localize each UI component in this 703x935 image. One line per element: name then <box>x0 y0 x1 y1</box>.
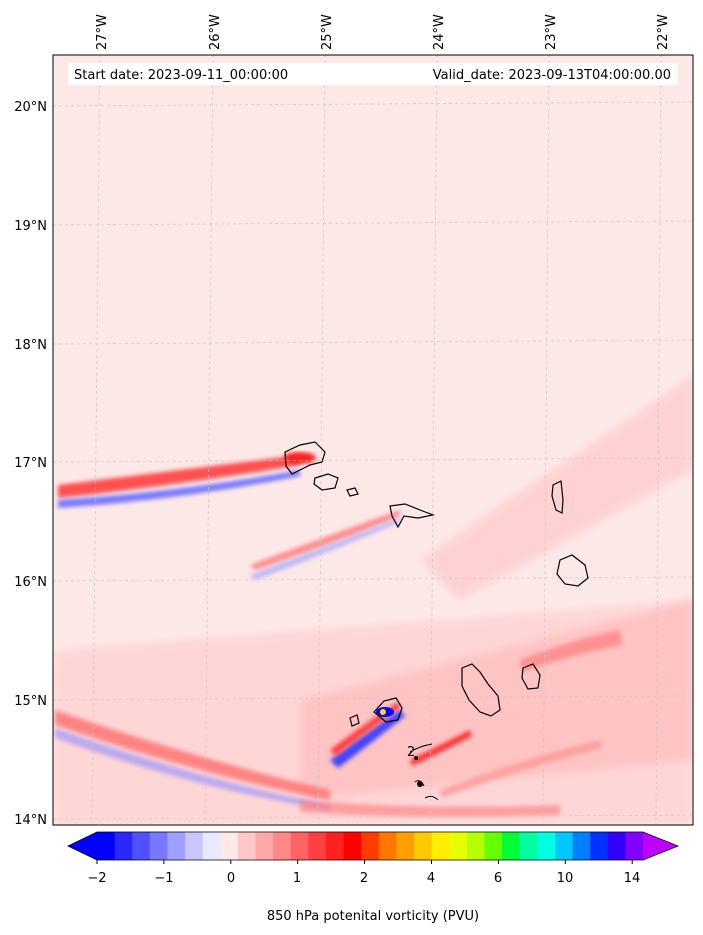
island-santa-luzia <box>346 487 359 497</box>
colorbar-segment <box>572 832 591 860</box>
island-sao-nicolau <box>389 503 436 529</box>
colorbar-segment <box>537 832 556 860</box>
longitude-labels: 27°W 26°W 25°W 24°W 23°W 22°W <box>95 14 671 50</box>
colorbar-segment <box>237 832 257 860</box>
colorbar-segment <box>554 832 574 860</box>
colorbar-tick-label: −2 <box>87 871 106 886</box>
colorbar-min-extend <box>68 832 97 860</box>
colorbar-tick-label: 1 <box>293 871 301 886</box>
colorbar-segment <box>502 832 521 860</box>
colorbar-segment <box>220 832 239 860</box>
colorbar-segment <box>361 832 380 860</box>
island-fogo <box>373 697 403 723</box>
colorbar-segment <box>431 832 450 860</box>
latitude-labels: 20°N 19°N 18°N 17°N 16°N 15°N 14°N <box>14 100 47 828</box>
colorbar-segment <box>484 832 503 860</box>
colorbar-segment <box>185 832 204 860</box>
lon-label: 24°W <box>432 14 447 50</box>
colorbar-tick-label: 6 <box>494 871 502 886</box>
colorbar-segment <box>202 832 221 860</box>
colorbar-tick-label: 10 <box>557 871 574 886</box>
lon-label: 25°W <box>320 14 335 50</box>
colorbar-max-extend <box>643 832 678 860</box>
colorbar-segment <box>325 832 345 860</box>
colorbar-tick-label: 0 <box>227 871 235 886</box>
colorbar-segment <box>466 832 485 860</box>
colorbar-segment <box>607 832 626 860</box>
colorbar-tick-label: 4 <box>427 871 435 886</box>
colorbar-segment <box>167 832 186 860</box>
colorbar-segment <box>308 832 327 860</box>
island-boavista <box>556 554 589 587</box>
lat-label: 20°N <box>14 100 47 115</box>
lat-label: 14°N <box>14 813 47 828</box>
island-maio <box>521 663 541 690</box>
lat-label: 18°N <box>14 338 47 353</box>
vorticity-field <box>53 375 693 825</box>
colorbar <box>67 831 680 864</box>
island-santiago <box>461 663 501 717</box>
colorbar-title: 850 hPa potenital vorticity (PVU) <box>267 909 479 924</box>
lat-label: 15°N <box>14 694 47 709</box>
map-frame <box>52 54 694 826</box>
gridlines <box>53 55 693 825</box>
colorbar-ticks: −2 −1 0 1 2 4 6 10 14 <box>87 871 640 886</box>
lon-label: 27°W <box>95 14 110 50</box>
colorbar-segment <box>97 832 116 860</box>
lat-label: 19°N <box>14 219 47 234</box>
start-date-label: Start date: 2023-09-11_00:00:00 <box>74 68 288 83</box>
lat-label: 16°N <box>14 575 47 590</box>
colorbar-segment <box>414 832 433 860</box>
island-brava <box>349 714 360 727</box>
info-box <box>68 63 678 85</box>
island-santo-antao <box>284 441 326 475</box>
lat-label: 17°N <box>14 456 47 471</box>
colorbar-segment <box>343 832 362 860</box>
colorbar-segment <box>290 832 309 860</box>
colorbar-tick-label: 2 <box>360 871 368 886</box>
colorbar-tick-label: 14 <box>624 871 641 886</box>
island-sal <box>551 480 564 514</box>
colorbar-segment <box>625 832 644 860</box>
contour-label: 2 <box>407 745 415 760</box>
island-sao-vicente <box>313 473 339 491</box>
colorbar-segment <box>114 832 133 860</box>
colorbar-segment <box>396 832 415 860</box>
colorbar-segment <box>149 832 168 860</box>
contour-lines <box>409 743 439 801</box>
colorbar-tick-label: −1 <box>154 871 173 886</box>
valid-date-label: Valid_date: 2023-09-13T04:00:00.00 <box>433 68 671 83</box>
colorbar-segment <box>519 832 538 860</box>
colorbar-segment <box>132 832 151 860</box>
lon-label: 26°W <box>208 14 223 50</box>
island-outlines <box>284 441 589 727</box>
lon-label: 22°W <box>656 14 671 50</box>
colorbar-segment <box>273 832 292 860</box>
colorbar-segment <box>378 832 397 860</box>
colorbar-segment <box>449 832 468 860</box>
colorbar-segment <box>255 832 274 860</box>
colorbar-segment <box>590 832 609 860</box>
lon-label: 23°W <box>544 14 559 50</box>
